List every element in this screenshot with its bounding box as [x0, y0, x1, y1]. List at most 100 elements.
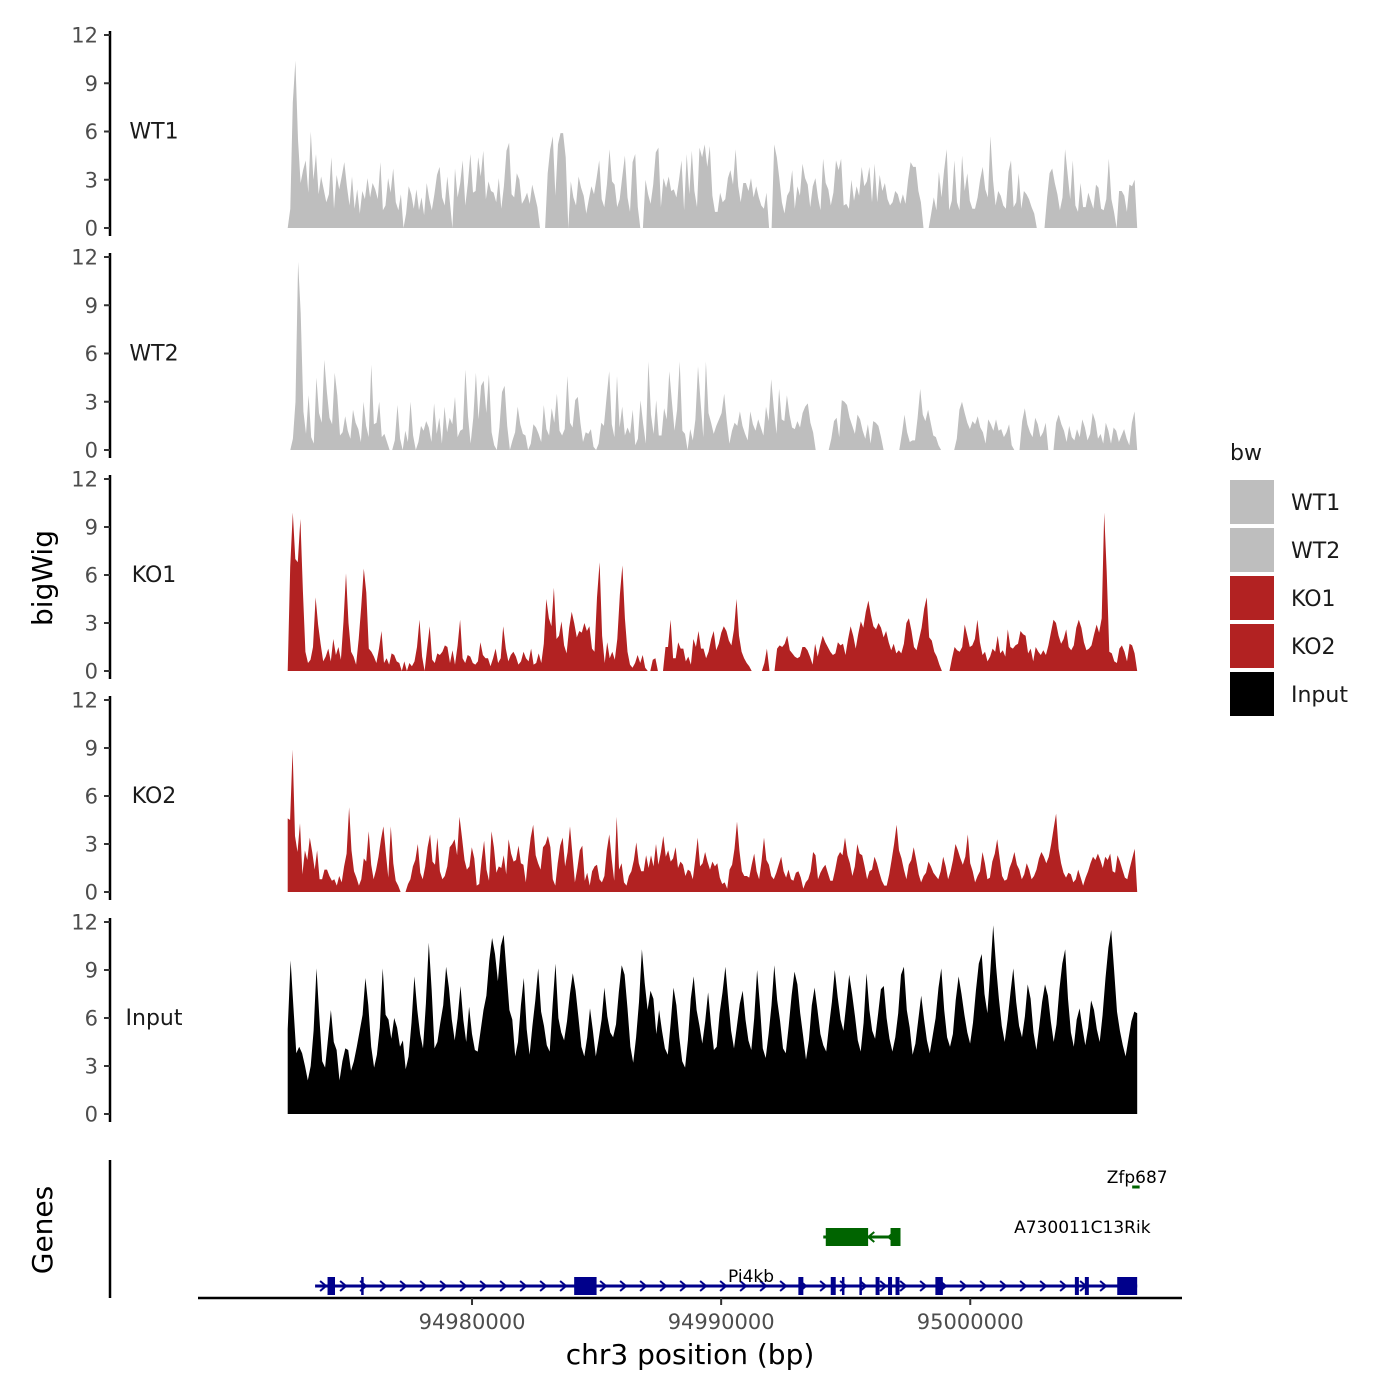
x-tick-label: 94980000 [419, 1310, 526, 1334]
strand-arrow [739, 1280, 748, 1292]
track-label: KO1 [132, 563, 177, 588]
signal-area-input [287, 925, 1138, 1114]
track-label: WT1 [129, 120, 178, 145]
strand-arrow [439, 1280, 448, 1292]
strand-arrow [1099, 1280, 1108, 1292]
signal-area-wt1 [287, 60, 1138, 229]
y-tick-label: 3 [85, 390, 98, 414]
strand-arrow [319, 1280, 328, 1292]
track-ko1: 0 3 6 9 12 KO1 [71, 468, 1138, 684]
y-tick-label: 6 [85, 342, 98, 366]
strand-arrow [779, 1280, 788, 1292]
strand-arrow [599, 1280, 608, 1292]
strand-arrow [866, 1231, 875, 1243]
strand-arrow [399, 1280, 408, 1292]
y-tick-label: 3 [85, 612, 98, 636]
strand-arrow [659, 1280, 668, 1292]
strand-arrow [379, 1280, 388, 1292]
exon [825, 1228, 869, 1246]
track-label: Input [126, 1006, 183, 1031]
y-tick-label: 0 [85, 881, 98, 905]
legend-item-input: Input [1230, 672, 1348, 716]
y-tick-label: 12 [71, 468, 98, 492]
strand-arrow [959, 1280, 968, 1292]
exon [875, 1277, 880, 1295]
strand-arrow [419, 1280, 428, 1292]
strand-arrow [479, 1280, 488, 1292]
track-label: WT2 [129, 342, 178, 367]
y-tick-label: 9 [85, 737, 98, 761]
legend-items: WT1 WT2 KO1 KO2 Input [1230, 480, 1348, 716]
y-tick-label: 12 [71, 911, 98, 935]
strand-arrow [459, 1280, 468, 1292]
strand-arrow [699, 1280, 708, 1292]
y-tick-label: 6 [85, 564, 98, 588]
gene-a730011c13rik [823, 1228, 901, 1246]
strand-arrow [1019, 1280, 1028, 1292]
legend: bw WT1 WT2 KO1 KO2 Input [1230, 441, 1348, 716]
exon [1117, 1277, 1138, 1295]
strand-arrow [1039, 1280, 1048, 1292]
strand-arrow [719, 1280, 728, 1292]
strand-arrow [859, 1280, 868, 1292]
strand-arrow [979, 1280, 988, 1292]
track-label: KO2 [132, 784, 177, 809]
y-tick-label: 3 [85, 833, 98, 857]
gene-models: Zfp687 A730011C13Rik Pi4kb [315, 1168, 1168, 1295]
strand-arrow [339, 1280, 348, 1292]
exon [895, 1277, 900, 1295]
strand-arrow [899, 1280, 908, 1292]
strand-arrow [519, 1280, 528, 1292]
y-tick-label: 9 [85, 516, 98, 540]
y-tick-label: 0 [85, 217, 98, 241]
y-tick-label: 3 [85, 1055, 98, 1079]
strand-arrow [559, 1280, 568, 1292]
legend-swatch [1230, 528, 1274, 572]
legend-item-ko1: KO1 [1230, 576, 1336, 620]
exon [888, 1277, 893, 1295]
x-tick-label: 95000000 [917, 1310, 1024, 1334]
strand-arrow [879, 1280, 888, 1292]
y-tick-label: 0 [85, 439, 98, 463]
exon [574, 1277, 597, 1295]
y-tick-label: 0 [85, 660, 98, 684]
gene-label: A730011C13Rik [1014, 1218, 1151, 1238]
y-tick-label: 6 [85, 120, 98, 144]
exon [1074, 1277, 1079, 1295]
x-axis-title: chr3 position (bp) [566, 1338, 815, 1371]
y-axis-title: bigWig [26, 530, 59, 626]
track-wt1: 0 3 6 9 12 WT1 [71, 24, 1138, 241]
y-tick-label: 6 [85, 785, 98, 809]
gene-label: Zfp687 [1107, 1168, 1168, 1188]
gene-label: Pi4kb [728, 1267, 774, 1287]
legend-label: Input [1291, 683, 1348, 708]
strand-arrow [999, 1280, 1008, 1292]
strand-arrow [679, 1280, 688, 1292]
gene-pi4kb [315, 1277, 1138, 1295]
exon [830, 1277, 836, 1295]
legend-item-wt1: WT1 [1230, 480, 1340, 524]
exon [327, 1277, 336, 1295]
y-tick-label: 12 [71, 689, 98, 713]
strand-arrow [499, 1280, 508, 1292]
y-tick-label: 9 [85, 959, 98, 983]
strand-arrow [819, 1280, 828, 1292]
exon [890, 1228, 901, 1246]
legend-item-wt2: WT2 [1230, 528, 1340, 572]
legend-swatch [1230, 576, 1274, 620]
strand-arrow [539, 1280, 548, 1292]
y-tick-label: 3 [85, 168, 98, 192]
signal-area-ko1 [287, 512, 1138, 671]
x-axis-ticks: 94980000 94990000 95000000 [419, 1298, 1024, 1334]
y-tick-label: 9 [85, 294, 98, 318]
strand-arrow [1059, 1280, 1068, 1292]
legend-swatch [1230, 624, 1274, 668]
strand-arrow [759, 1280, 768, 1292]
exon [798, 1277, 804, 1295]
y-tick-label: 12 [71, 24, 98, 48]
legend-label: KO2 [1291, 635, 1336, 660]
bigwig-tracks: 0 3 6 9 12 WT1 0 3 6 9 12 WT2 0 3 6 9 12 KO1 0 3 6 9 12 KO2 0 3 6 9… [71, 24, 1138, 1127]
